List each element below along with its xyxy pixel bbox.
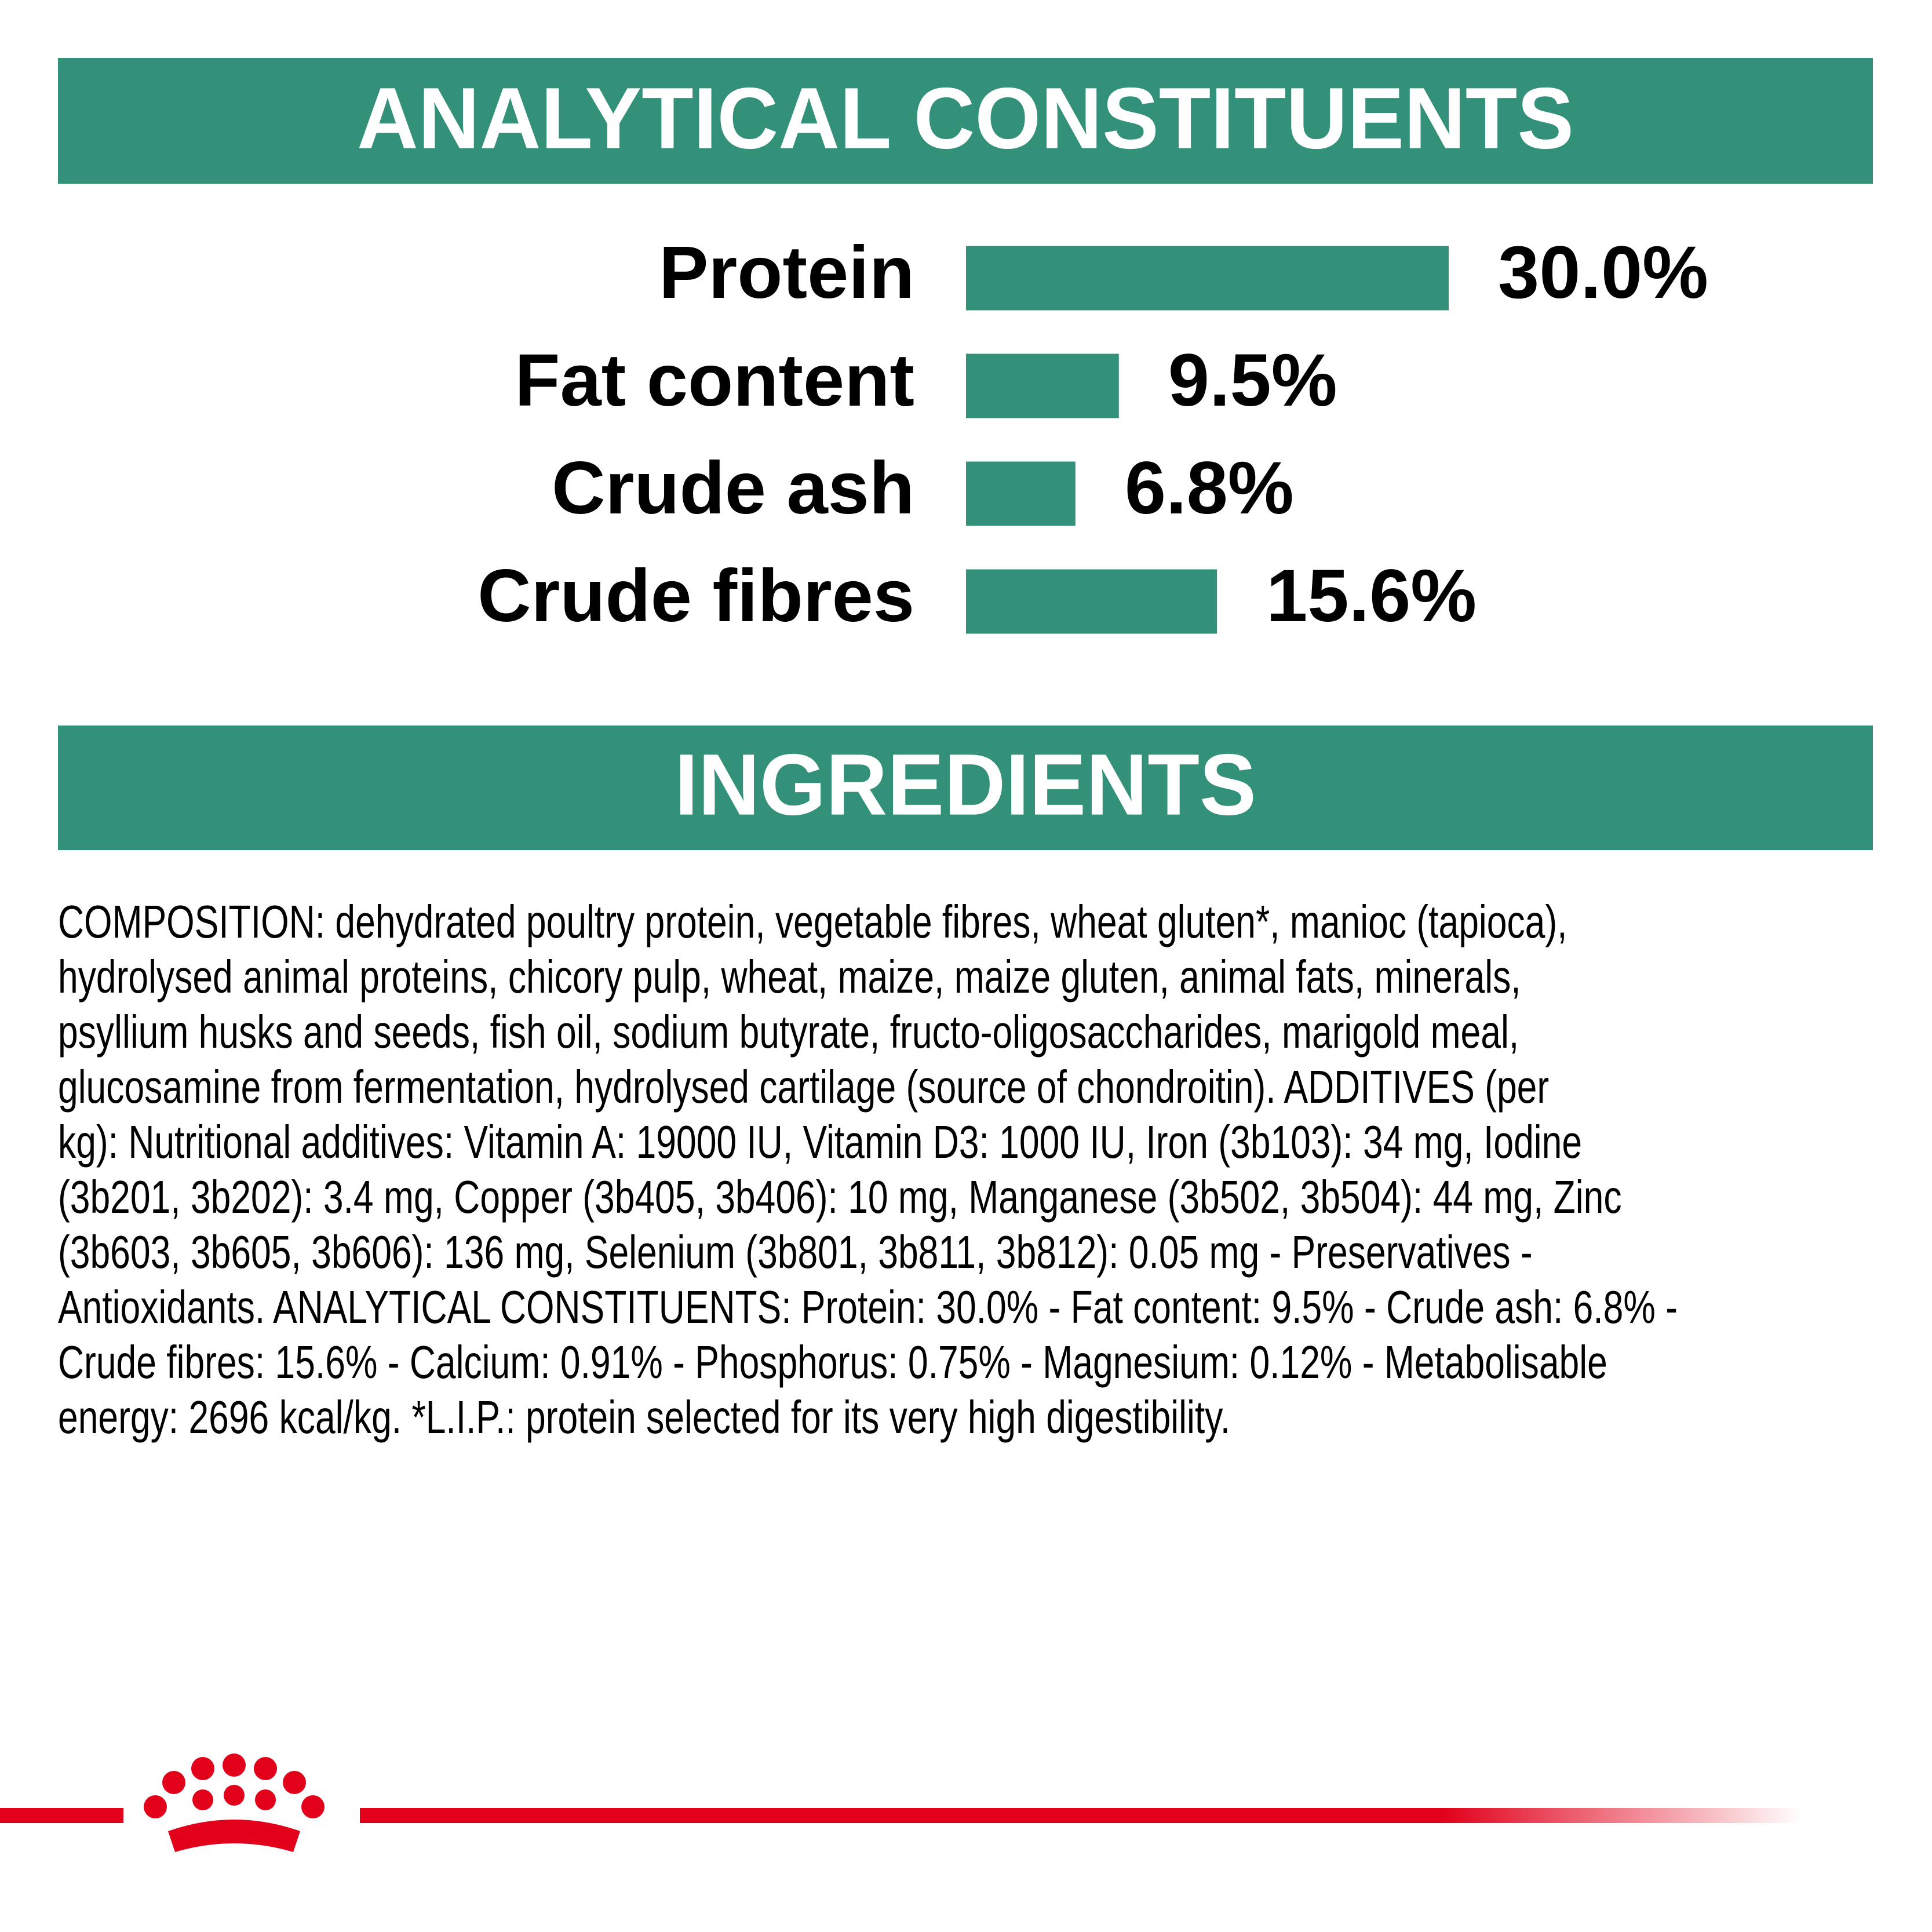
bar <box>966 353 1119 418</box>
ingredients-line: COMPOSITION: dehydrated poultry protein,… <box>58 896 1567 948</box>
value-label: 15.6% <box>1266 555 1477 637</box>
value-label: 6.8% <box>1125 447 1294 530</box>
header-band <box>58 726 1873 850</box>
section-title: INGREDIENTS <box>675 736 1256 833</box>
ingredients-line: hydrolysed animal proteins, chicory pulp… <box>58 952 1521 1003</box>
category-label: Crude fibres <box>477 555 914 637</box>
ingredients-line: Antioxidants. ANALYTICAL CONSTITUENTS: P… <box>58 1282 1678 1333</box>
category-label: Crude ash <box>552 447 914 530</box>
bar <box>966 461 1076 526</box>
brand-logo <box>0 1754 1803 1852</box>
ingredients-line: (3b201, 3b202): 3.4 mg, Copper (3b405, 3… <box>58 1172 1622 1223</box>
value-label: 30.0% <box>1498 231 1708 314</box>
ingredients-line: (3b603, 3b605, 3b606): 136 mg, Selenium … <box>58 1227 1533 1278</box>
category-label: Fat content <box>515 339 914 422</box>
bar <box>966 246 1449 311</box>
category-label: Protein <box>659 231 914 314</box>
bar <box>966 569 1217 634</box>
ingredients-line: Crude fibres: 15.6% - Calcium: 0.91% - P… <box>58 1337 1607 1388</box>
section-title: ANALYTICAL CONSTITUENTS <box>357 70 1574 167</box>
value-label: 9.5% <box>1168 339 1337 422</box>
ingredients-text: COMPOSITION: dehydrated poultry protein,… <box>58 896 1678 1443</box>
bar-chart: Protein 30.0% Fat content 9.5% Crude ash 6.8%… <box>477 231 1708 637</box>
header-band <box>58 58 1873 184</box>
ingredients-line: glucosamine from fermentation, hydrolyse… <box>58 1062 1549 1113</box>
ingredients-line: kg): Nutritional additives: Vitamin A: 1… <box>58 1117 1582 1168</box>
ingredients-line: energy: 2696 kcal/kg. *L.I.P.: protein s… <box>58 1392 1230 1443</box>
ingredients-line: psyllium husks and seeds, fish oil, sodi… <box>58 1007 1519 1058</box>
